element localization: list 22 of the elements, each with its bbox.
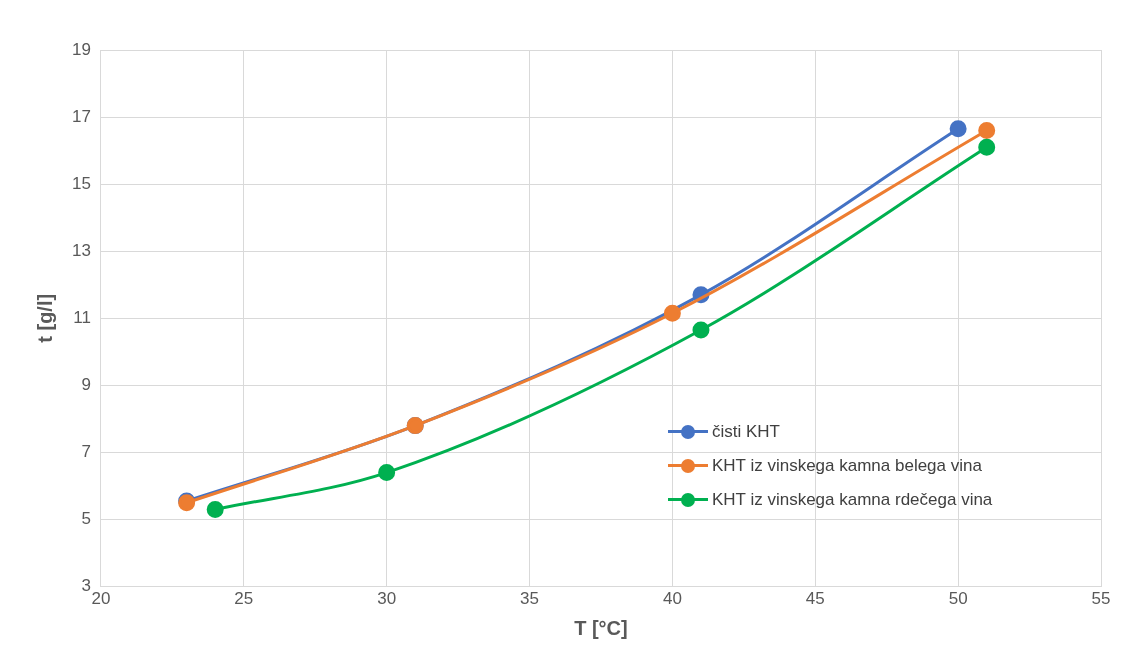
- x-tick-label: 35: [520, 589, 539, 609]
- legend-label: čisti KHT: [712, 422, 780, 442]
- x-axis-title: T [°C]: [574, 616, 628, 639]
- x-tick-label: 40: [662, 589, 682, 609]
- x-tick-label: 50: [948, 589, 968, 609]
- y-tick-label: 19: [71, 39, 91, 59]
- y-tick-label: 3: [81, 576, 91, 596]
- y-tick-label: 11: [73, 307, 91, 327]
- y-tick-label: 15: [71, 173, 91, 193]
- x-tick-label: 30: [377, 589, 397, 609]
- y-tick-label: 9: [81, 375, 91, 395]
- y-axis-title: t [g/l]: [33, 293, 56, 343]
- legend-label: KHT iz vinskega kamna rdečega vina: [712, 490, 993, 510]
- y-tick-label: 5: [81, 509, 91, 529]
- x-tick-label: 55: [1091, 589, 1111, 609]
- x-tick-label: 25: [234, 589, 254, 609]
- legend-label: KHT iz vinskega kamna belega vina: [712, 456, 982, 476]
- y-tick-label: 17: [71, 106, 91, 126]
- x-tick-label: 45: [805, 589, 825, 609]
- x-tick-label: 20: [91, 589, 111, 609]
- y-tick-label: 7: [81, 442, 91, 462]
- y-tick-label: 13: [71, 240, 91, 260]
